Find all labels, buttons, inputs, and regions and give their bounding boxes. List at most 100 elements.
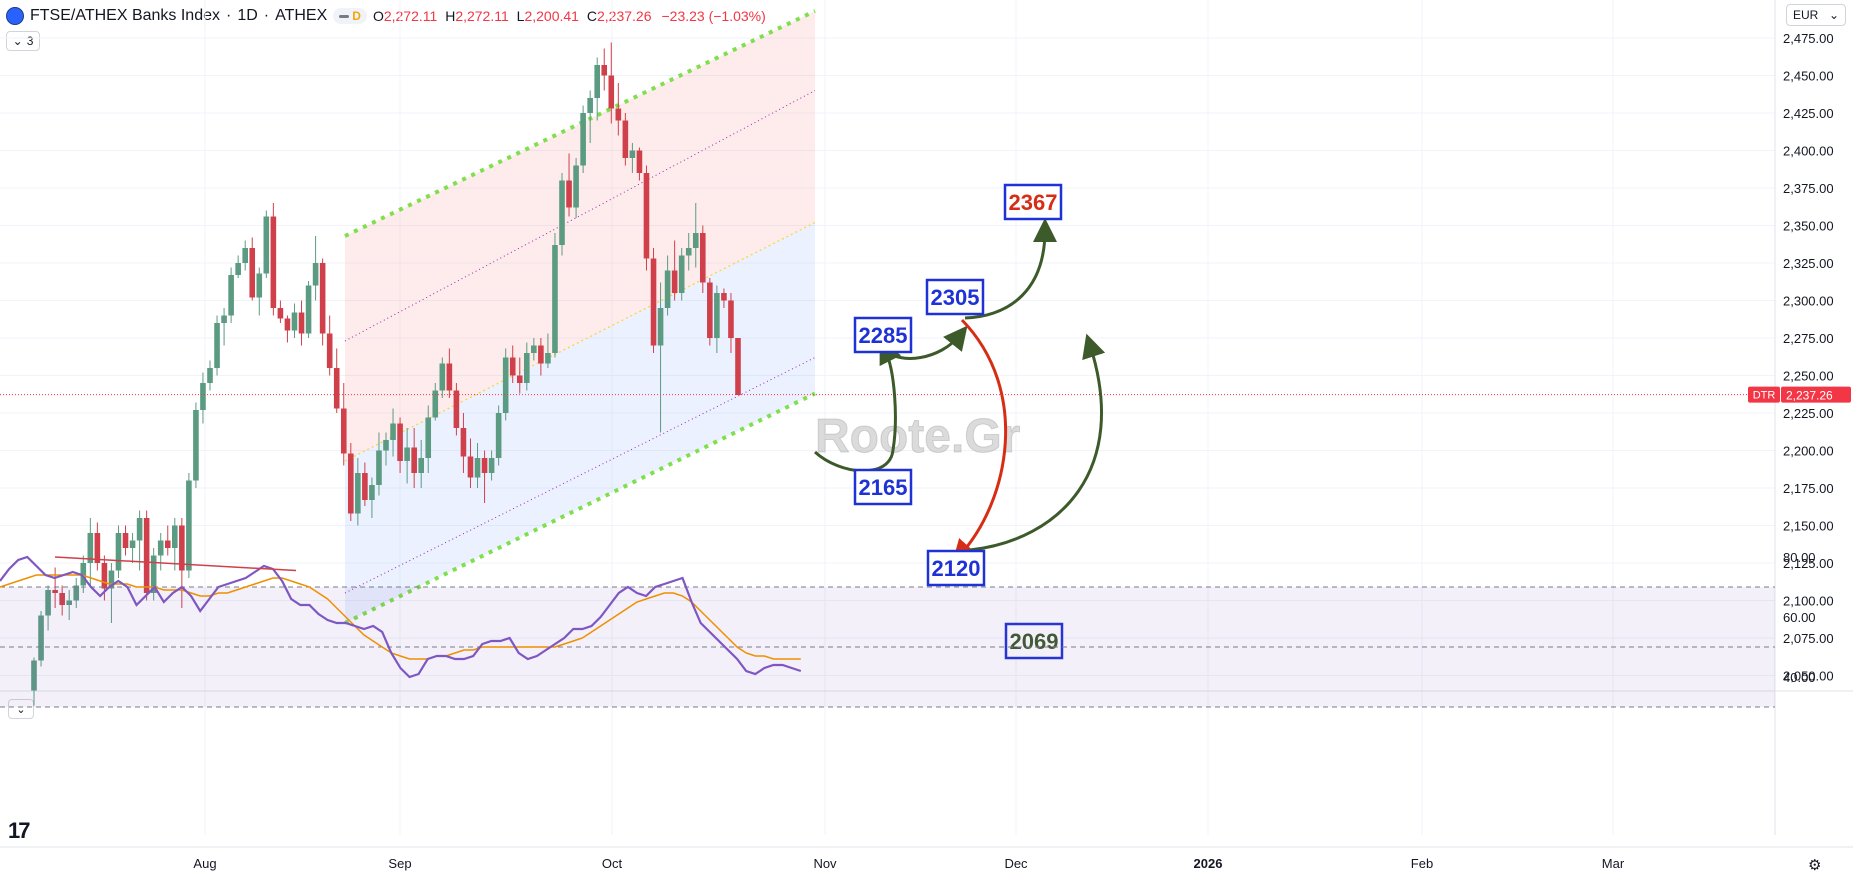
indicators-toggle[interactable]: ⌄ 3 — [6, 31, 40, 51]
last-price-tag: DTR 2,237.26 — [1748, 386, 1851, 403]
candle-body — [552, 245, 558, 353]
candle-body — [164, 540, 171, 548]
candle-body — [256, 273, 263, 298]
candle-67 — [502, 348, 509, 421]
candle-33 — [263, 210, 270, 278]
candle-90 — [664, 255, 671, 316]
candle-body — [608, 75, 615, 109]
candle-body — [362, 473, 368, 500]
candle-39 — [305, 281, 312, 338]
candle-body — [214, 323, 220, 368]
candle-70 — [524, 342, 530, 391]
candle-9 — [94, 522, 101, 571]
candle-93 — [685, 233, 692, 271]
candle-31 — [249, 237, 256, 301]
dash-icon — [339, 14, 350, 18]
price-tick-10: 2,225.00 — [1783, 406, 1834, 421]
candle-92 — [678, 248, 685, 301]
candle-body — [643, 173, 650, 259]
rsi-ma-line — [0, 574, 801, 660]
candle-40 — [312, 236, 319, 301]
candle-body — [305, 285, 312, 334]
candle-body — [467, 456, 474, 478]
candle-body — [707, 282, 713, 338]
candle-body — [502, 357, 509, 413]
candle-6 — [73, 578, 80, 608]
price-label-text: 2305 — [931, 285, 980, 310]
candle-29 — [235, 255, 241, 278]
candle-body — [312, 263, 319, 286]
candle-body — [573, 165, 579, 208]
candle-47 — [362, 462, 368, 506]
gear-icon[interactable]: ⚙ — [1808, 857, 1822, 874]
candle-55 — [418, 440, 424, 488]
currency-select[interactable]: EUR ⌄ — [1786, 4, 1846, 26]
candle-56 — [425, 405, 432, 473]
low-label: L — [516, 8, 525, 24]
candle-body — [566, 180, 572, 208]
high-value: 2,272.11 — [455, 8, 509, 24]
candle-body — [685, 248, 692, 256]
candle-body — [488, 458, 495, 473]
candle-body — [538, 345, 544, 364]
candle-50 — [383, 432, 389, 466]
candle-34 — [270, 203, 277, 316]
candle-35 — [277, 300, 284, 323]
chevron-down-icon: ⌄ — [1828, 8, 1839, 22]
data-status-badge[interactable]: D — [333, 8, 367, 24]
regression-channel — [344, 9, 816, 625]
price-label-box — [1004, 622, 1064, 660]
candle-body — [397, 423, 403, 461]
candle-51 — [390, 408, 396, 457]
rsi-tick-1: 60.00 — [1783, 610, 1816, 625]
candle-body — [376, 450, 382, 485]
annotation-arrow-3 — [951, 318, 1008, 564]
candle-body — [735, 338, 741, 395]
symbol-name[interactable]: FTSE/ATHEX Banks Index — [30, 7, 220, 24]
candle-body — [207, 368, 213, 383]
candle-body — [101, 563, 108, 589]
channel-lower-line — [344, 391, 816, 625]
price-tick-17: 2,050.00 — [1783, 669, 1834, 684]
price-tick-1: 2,450.00 — [1783, 69, 1834, 84]
candle-89 — [657, 282, 664, 433]
price-tick-2: 2,425.00 — [1783, 106, 1834, 121]
candle-body — [263, 216, 270, 274]
candle-18 — [157, 533, 164, 571]
change-value: −23.23 (−1.03%) — [661, 8, 766, 24]
price-tick-5: 2,350.00 — [1783, 219, 1834, 234]
candle-body — [390, 423, 396, 440]
rsi-divergence-line — [54, 556, 297, 572]
indicator-count: 3 — [26, 34, 34, 48]
price-label-2305: 2305 — [925, 278, 985, 316]
ohlc-values: O2,272.11 H2,272.11 L2,200.41 C2,237.26 — [373, 8, 656, 24]
candle-body — [242, 248, 248, 263]
price-tick-9: 2,250.00 — [1783, 369, 1834, 384]
open-value: 2,272.11 — [383, 8, 438, 24]
candle-body — [59, 593, 65, 605]
candle-body — [31, 660, 37, 691]
price-tick-4: 2,375.00 — [1783, 181, 1834, 196]
candle-body — [545, 353, 551, 364]
candle-body — [249, 248, 256, 298]
title-separator: · — [226, 7, 232, 24]
collapse-pane-button[interactable]: ⌄ — [8, 699, 34, 719]
candle-0 — [31, 657, 37, 706]
candle-body — [326, 333, 333, 368]
time-tick-Sep: Sep — [388, 856, 411, 871]
interval-label[interactable]: 1D — [237, 7, 258, 24]
candle-100 — [735, 338, 741, 395]
candle-99 — [728, 293, 734, 353]
candle-16 — [143, 510, 150, 601]
candle-83 — [615, 83, 622, 136]
candle-81 — [601, 48, 608, 91]
candle-body — [172, 525, 178, 548]
candle-98 — [721, 288, 727, 308]
candle-body — [587, 98, 593, 113]
candle-body — [432, 390, 439, 418]
candle-42 — [326, 315, 333, 376]
candle-body — [38, 615, 44, 661]
candle-body — [650, 258, 657, 346]
last-price-tag-name-box — [1748, 386, 1780, 403]
